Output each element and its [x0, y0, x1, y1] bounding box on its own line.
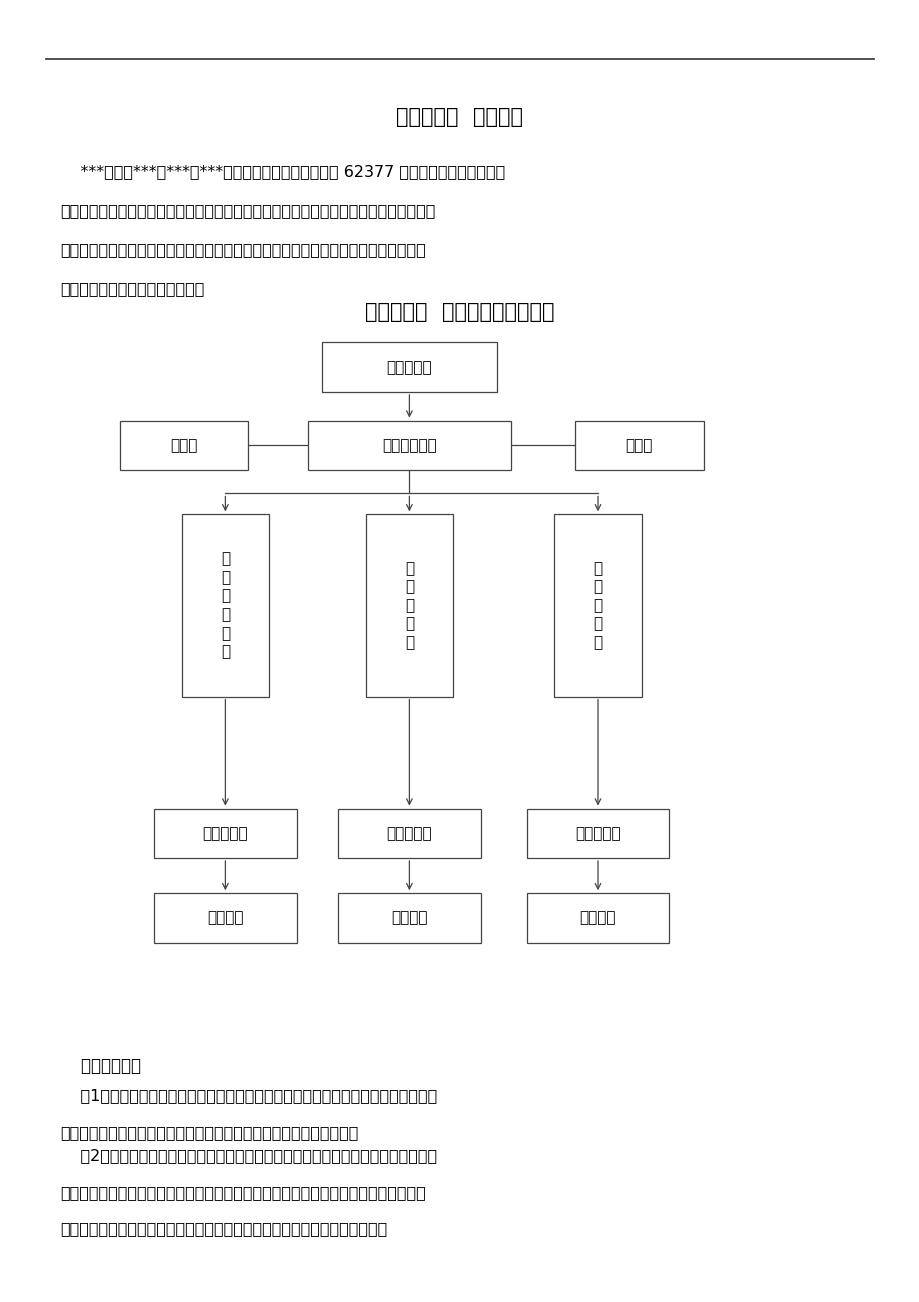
Text: （2）项目技术主管：负责技术管理工作，对施工人员进行技术交底，按设计图纸及: （2）项目技术主管：负责技术管理工作，对施工人员进行技术交底，按设计图纸及 [60, 1148, 437, 1164]
FancyBboxPatch shape [154, 809, 297, 858]
Text: 施工班组长: 施工班组长 [386, 825, 432, 841]
FancyBboxPatch shape [338, 893, 481, 943]
Text: 第二部分：  施工现场的组织结构: 第二部分： 施工现场的组织结构 [365, 302, 554, 322]
Text: 安检员: 安检员 [170, 437, 198, 453]
Text: 施工人员: 施工人员 [579, 910, 616, 926]
Text: 地下二层。其中地下二层平时作汽车库，战时为二等人员掩闭所（分为两个防护单元），: 地下二层。其中地下二层平时作汽车库，战时为二等人员掩闭所（分为两个防护单元）， [60, 203, 435, 219]
Text: 施工班组长: 施工班组长 [574, 825, 620, 841]
Text: 专业的施工作业。根据工程项目的总计划，拟定专业工程的施工计划。: 专业的施工作业。根据工程项目的总计划，拟定专业工程的施工计划。 [60, 1125, 357, 1141]
Text: 给
排
水
技
术
员: 给 排 水 技 术 员 [221, 552, 230, 659]
Text: 项目技术主管: 项目技术主管 [381, 437, 437, 453]
FancyBboxPatch shape [119, 421, 248, 470]
FancyBboxPatch shape [322, 342, 496, 392]
Text: 质检员: 质检员 [625, 437, 652, 453]
FancyBboxPatch shape [574, 421, 703, 470]
FancyBboxPatch shape [338, 809, 481, 858]
Text: 项目负责人: 项目负责人 [386, 359, 432, 375]
FancyBboxPatch shape [154, 893, 297, 943]
Text: 施工人员: 施工人员 [391, 910, 427, 926]
Text: 空
调
技
术
员: 空 调 技 术 员 [404, 561, 414, 650]
FancyBboxPatch shape [366, 514, 453, 697]
Text: 电
气
技
术
员: 电 气 技 术 员 [593, 561, 602, 650]
FancyBboxPatch shape [526, 809, 669, 858]
Text: ***是位于***市***区***的一幢商住楼。总建筑面积 62377 平方米，地上二十八层，: ***是位于***市***区***的一幢商住楼。总建筑面积 62377 平方米，… [60, 164, 505, 180]
FancyBboxPatch shape [553, 514, 641, 697]
FancyBboxPatch shape [182, 514, 269, 697]
Text: （1）项目负责人：负责整个水电、通风空调工程的全施工过程的项目管理，协调各: （1）项目负责人：负责整个水电、通风空调工程的全施工过程的项目管理，协调各 [60, 1088, 437, 1104]
Text: 处理设计变更中的技术问题，并注意收集保管好各种资料，移交公司资料员。: 处理设计变更中的技术问题，并注意收集保管好各种资料，移交公司资料员。 [60, 1221, 387, 1237]
Text: 人员岗位职责: 人员岗位职责 [60, 1057, 141, 1075]
Text: 地上一至三层裙房为商场，四层为转换层，五层以上为三栋高层住宅。本方案只涉及电: 地上一至三层裙房为商场，四层为转换层，五层以上为三栋高层住宅。本方案只涉及电 [60, 242, 425, 258]
Text: 施工规范要求指导施工，解决施工中的难点，并经常与设计院、监理及甲方取得联系，: 施工规范要求指导施工，解决施工中的难点，并经常与设计院、监理及甲方取得联系， [60, 1185, 425, 1200]
Text: 气工程、空调工程和给排水工程。: 气工程、空调工程和给排水工程。 [60, 281, 204, 297]
FancyBboxPatch shape [526, 893, 669, 943]
FancyBboxPatch shape [308, 421, 510, 470]
Text: 第一部分：  工程概况: 第一部分： 工程概况 [396, 107, 523, 126]
Text: 施工人员: 施工人员 [207, 910, 244, 926]
Text: 施工班组长: 施工班组长 [202, 825, 248, 841]
